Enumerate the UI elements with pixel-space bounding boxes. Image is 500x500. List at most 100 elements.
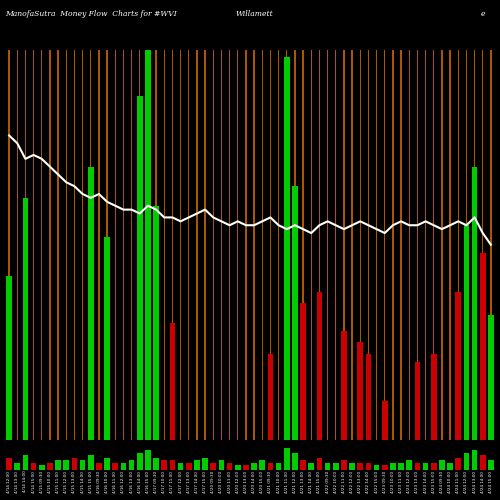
Bar [229, 50, 230, 440]
Bar [39, 465, 44, 470]
Bar [22, 455, 28, 470]
Bar [480, 252, 486, 440]
Bar [139, 50, 140, 440]
Bar [456, 292, 461, 440]
Bar [341, 460, 347, 470]
Bar [30, 462, 36, 470]
Bar [74, 50, 75, 440]
Bar [98, 50, 100, 440]
Bar [374, 465, 380, 470]
Bar [417, 50, 418, 440]
Bar [425, 50, 426, 440]
Bar [490, 50, 492, 440]
Bar [382, 401, 388, 440]
Bar [112, 462, 118, 470]
Bar [137, 96, 142, 440]
Bar [25, 50, 26, 440]
Bar [284, 448, 290, 470]
Bar [284, 58, 290, 440]
Bar [186, 462, 192, 470]
Bar [204, 50, 206, 440]
Bar [196, 50, 198, 440]
Bar [33, 50, 34, 440]
Bar [164, 50, 165, 440]
Bar [472, 166, 478, 440]
Bar [384, 50, 386, 440]
Bar [376, 50, 377, 440]
Bar [366, 462, 372, 470]
Bar [286, 50, 288, 440]
Bar [439, 460, 445, 470]
Bar [464, 225, 469, 440]
Bar [268, 354, 274, 440]
Bar [47, 462, 53, 470]
Bar [14, 462, 20, 470]
Bar [431, 354, 436, 440]
Bar [324, 462, 330, 470]
Bar [72, 458, 78, 470]
Bar [188, 50, 190, 440]
Bar [406, 460, 412, 470]
Bar [472, 450, 478, 470]
Bar [210, 462, 216, 470]
Bar [123, 50, 124, 440]
Bar [341, 330, 347, 440]
Bar [262, 50, 263, 440]
Bar [120, 462, 126, 470]
Bar [278, 50, 279, 440]
Bar [431, 462, 436, 470]
Bar [82, 50, 83, 440]
Bar [114, 50, 116, 440]
Bar [300, 304, 306, 440]
Bar [488, 460, 494, 470]
Bar [180, 50, 181, 440]
Bar [153, 458, 159, 470]
Bar [16, 50, 18, 440]
Bar [106, 50, 108, 440]
Bar [6, 458, 12, 470]
Bar [170, 323, 175, 440]
Bar [488, 315, 494, 440]
Bar [316, 458, 322, 470]
Bar [235, 465, 240, 470]
Bar [327, 50, 328, 440]
Bar [422, 462, 428, 470]
Bar [251, 462, 257, 470]
Bar [104, 458, 110, 470]
Bar [145, 450, 151, 470]
Bar [480, 455, 486, 470]
Bar [88, 166, 94, 440]
Bar [447, 462, 453, 470]
Bar [212, 50, 214, 440]
Bar [335, 50, 336, 440]
Bar [268, 462, 274, 470]
Bar [408, 50, 410, 440]
Text: ManofaSutra  Money Flow  Charts for #WVI: ManofaSutra Money Flow Charts for #WVI [5, 10, 177, 18]
Bar [316, 292, 322, 440]
Bar [464, 452, 469, 470]
Bar [368, 50, 369, 440]
Bar [414, 362, 420, 440]
Bar [292, 452, 298, 470]
Bar [276, 462, 281, 470]
Bar [482, 50, 484, 440]
Bar [390, 462, 396, 470]
Bar [66, 50, 67, 440]
Bar [128, 460, 134, 470]
Bar [294, 50, 296, 440]
Bar [226, 462, 232, 470]
Bar [349, 462, 355, 470]
Bar [88, 455, 94, 470]
Bar [292, 186, 298, 440]
Bar [22, 198, 28, 440]
Bar [382, 465, 388, 470]
Text: Willamett: Willamett [236, 10, 273, 18]
Bar [398, 462, 404, 470]
Bar [358, 462, 363, 470]
Bar [170, 460, 175, 470]
Bar [202, 458, 208, 470]
Bar [360, 50, 361, 440]
Bar [131, 50, 132, 440]
Bar [302, 50, 304, 440]
Bar [243, 465, 249, 470]
